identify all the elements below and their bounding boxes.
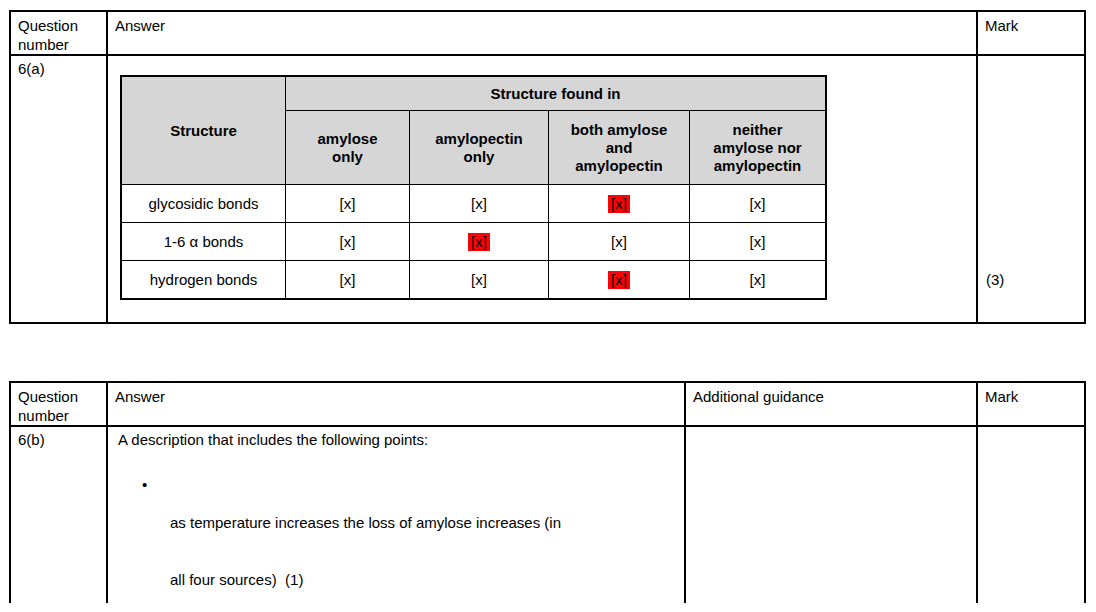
x-mark: [x]: [337, 271, 359, 289]
answer-intro-text: A description that includes the followin…: [118, 430, 670, 449]
answer-cell: [x]: [410, 185, 548, 222]
additional-guidance-cell-6b: [686, 427, 976, 612]
structure-header-cell: Structure: [122, 77, 285, 184]
bullet-1-text: as temperature increases the loss of amy…: [170, 475, 561, 612]
answer-cell-6b: A description that includes the followin…: [108, 427, 684, 612]
x-mark: [x]: [337, 195, 359, 213]
question-number-6a: 6(a): [11, 56, 106, 322]
row-label-glycosidic-bonds: glycosidic bonds: [122, 185, 285, 222]
answer-cell: [x]: [549, 223, 689, 260]
structure-found-in-header: Structure found in: [286, 77, 825, 110]
x-mark: [x]: [747, 233, 769, 251]
row-label-1-6-alpha-bonds: 1-6 α bonds: [122, 223, 285, 260]
answer-cell: [x]: [690, 223, 825, 260]
bullet-1-line-1: as temperature increases the loss of amy…: [170, 513, 561, 532]
answer-cell: [x]: [410, 261, 548, 298]
column-header-additional-guidance: Additional guidance: [686, 383, 976, 425]
column-header-mark: Mark: [978, 12, 1084, 54]
col-header-both: both amylose and amylopectin: [549, 111, 689, 184]
mark-cell-6a: (3): [978, 56, 1084, 322]
col-header-neither: neither amylose nor amylopectin: [690, 111, 825, 184]
x-mark-correct: [x]: [608, 195, 630, 213]
x-mark-correct: [x]: [468, 233, 490, 251]
x-mark: [x]: [337, 233, 359, 251]
bullet-1-line-2: all four sources) (1): [170, 570, 561, 589]
column-header-mark: Mark: [978, 383, 1084, 425]
x-mark-correct: [x]: [608, 271, 630, 289]
answer-bullet-1: • as temperature increases the loss of a…: [142, 475, 670, 612]
answer-cell: [x]: [286, 223, 409, 260]
structure-answer-table: Structure Structure found in amylose onl…: [120, 75, 827, 300]
answer-cell-6a: Structure Structure found in amylose onl…: [108, 56, 976, 322]
x-mark: [x]: [468, 271, 490, 289]
answer-cell: [x]: [690, 185, 825, 222]
x-mark: [x]: [468, 195, 490, 213]
mark-scheme-page: Question number Answer Mark 6(a) Structu…: [0, 0, 1096, 612]
answer-cell: [x]: [549, 185, 689, 222]
column-header-answer: Answer: [108, 12, 976, 54]
question-number-6b: 6(b): [11, 427, 106, 612]
answer-cell: [x]: [410, 223, 548, 260]
col-header-amylose-only: amylose only: [286, 111, 409, 184]
answer-cell: [x]: [690, 261, 825, 298]
mark-cell-6b: (2): [978, 427, 1084, 612]
answer-cell: [x]: [549, 261, 689, 298]
question-6a-table: Question number Answer Mark 6(a) Structu…: [9, 10, 1086, 324]
x-mark: [x]: [747, 195, 769, 213]
mark-value-6a: (3): [986, 271, 1004, 288]
question-6b-table: Question number Answer Additional guidan…: [9, 381, 1086, 603]
bullet-icon: •: [142, 475, 170, 612]
col-header-amylopectin-only: amylopectin only: [410, 111, 548, 184]
answer-cell: [x]: [286, 261, 409, 298]
answer-cell: [x]: [286, 185, 409, 222]
column-header-question-number: Question number: [11, 12, 106, 54]
row-label-hydrogen-bonds: hydrogen bonds: [122, 261, 285, 298]
column-header-question-number: Question number: [11, 383, 106, 425]
x-mark: [x]: [608, 233, 630, 251]
column-header-answer: Answer: [108, 383, 684, 425]
x-mark: [x]: [747, 271, 769, 289]
